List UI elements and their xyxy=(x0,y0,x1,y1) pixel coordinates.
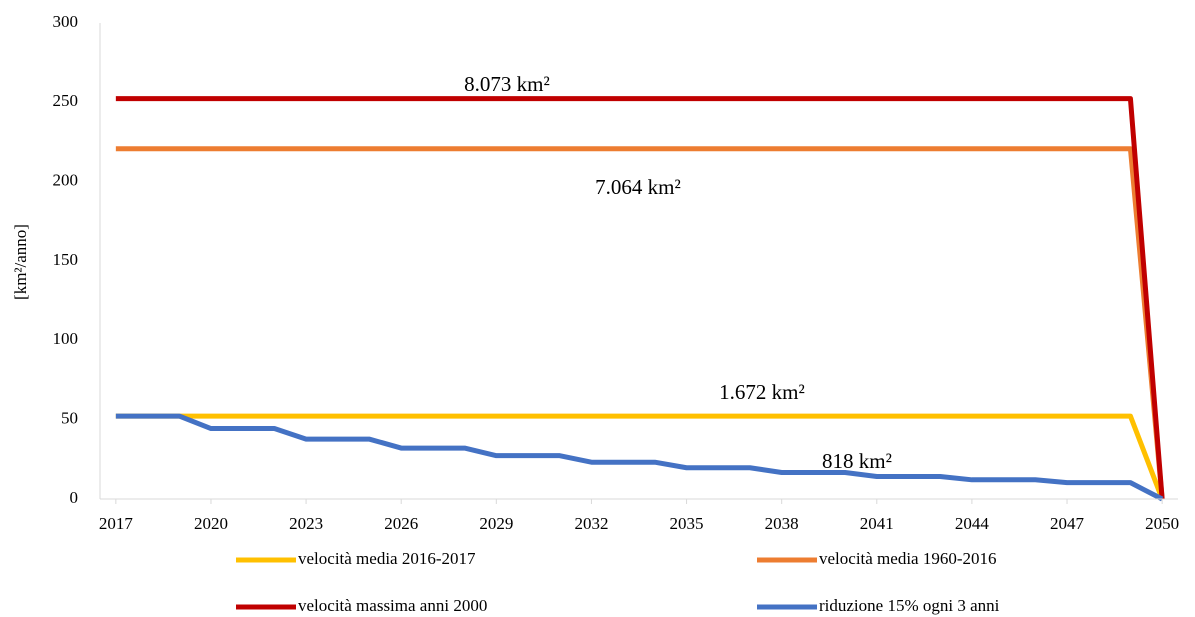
x-tick-label: 2032 xyxy=(574,514,608,533)
annotation: 1.672 km² xyxy=(719,380,805,404)
x-tick-label: 2017 xyxy=(99,514,134,533)
annotation: 7.064 km² xyxy=(595,175,681,199)
x-tick-label: 2038 xyxy=(765,514,799,533)
x-tick-label: 2041 xyxy=(860,514,894,533)
series-line xyxy=(115,146,1165,500)
x-tick-label: 2035 xyxy=(670,514,704,533)
legend-label: riduzione 15% ogni 3 anni xyxy=(819,596,1000,615)
series-line xyxy=(115,96,1165,500)
y-tick-label: 0 xyxy=(70,488,79,507)
x-tick-label: 2023 xyxy=(289,514,323,533)
legend-label: velocità media 2016-2017 xyxy=(298,549,476,568)
annotation: 8.073 km² xyxy=(464,72,550,96)
x-tick-label: 2029 xyxy=(479,514,513,533)
x-tick-label: 2050 xyxy=(1145,514,1179,533)
y-tick-label: 250 xyxy=(53,91,79,110)
y-tick-label: 150 xyxy=(53,250,79,269)
legend-label: velocità media 1960-2016 xyxy=(819,549,997,568)
legend-label: velocità massima anni 2000 xyxy=(298,596,487,615)
annotation: 818 km² xyxy=(822,449,892,473)
series-line xyxy=(115,413,1164,502)
x-tick-label: 2026 xyxy=(384,514,418,533)
x-tick-label: 2044 xyxy=(955,514,990,533)
y-tick-label: 200 xyxy=(53,171,79,190)
y-tick-label: 50 xyxy=(61,409,78,428)
y-tick-label: 300 xyxy=(53,12,79,31)
y-tick-label: 100 xyxy=(53,329,79,348)
x-tick-label: 2020 xyxy=(194,514,228,533)
x-tick-label: 2047 xyxy=(1050,514,1085,533)
y-axis-label: [km²/anno] xyxy=(11,224,30,300)
series-line xyxy=(115,413,1165,500)
